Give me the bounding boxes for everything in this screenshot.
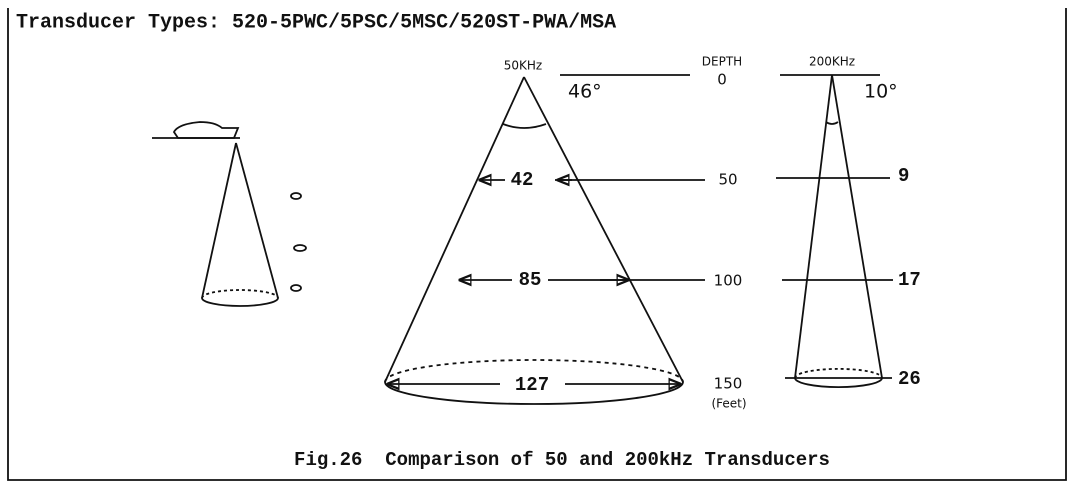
cone-200-width: 17 (898, 269, 921, 291)
cone-200-label: 200KHz (809, 55, 855, 69)
cone-200khz (776, 74, 893, 388)
cone-50-label: 50KHz (504, 59, 542, 73)
cone-50-width: 42 (511, 169, 534, 191)
cone-50-width: 85 (519, 269, 542, 291)
depth-value: 150 (714, 375, 743, 393)
boat-illustration (152, 121, 307, 307)
cone-200-angle: 10° (864, 81, 898, 103)
cone-200-width: 9 (898, 165, 909, 187)
cone-200-width: 26 (898, 368, 921, 390)
caption: Fig.26 Comparison of 50 and 200kHz Trans… (294, 449, 830, 471)
depth-label: DEPTH (702, 55, 742, 69)
depth-value: 50 (718, 171, 737, 189)
depth-value: 0 (717, 71, 727, 89)
depth-unit: (Feet) (711, 397, 746, 411)
cone-50khz (384, 74, 705, 405)
cone-50-angle: 46° (568, 81, 602, 103)
depth-value: 100 (714, 272, 743, 290)
title: Transducer Types: 520-5PWC/5PSC/5MSC/520… (16, 11, 616, 34)
cone-50-width: 127 (515, 374, 549, 396)
frame (7, 8, 1067, 481)
